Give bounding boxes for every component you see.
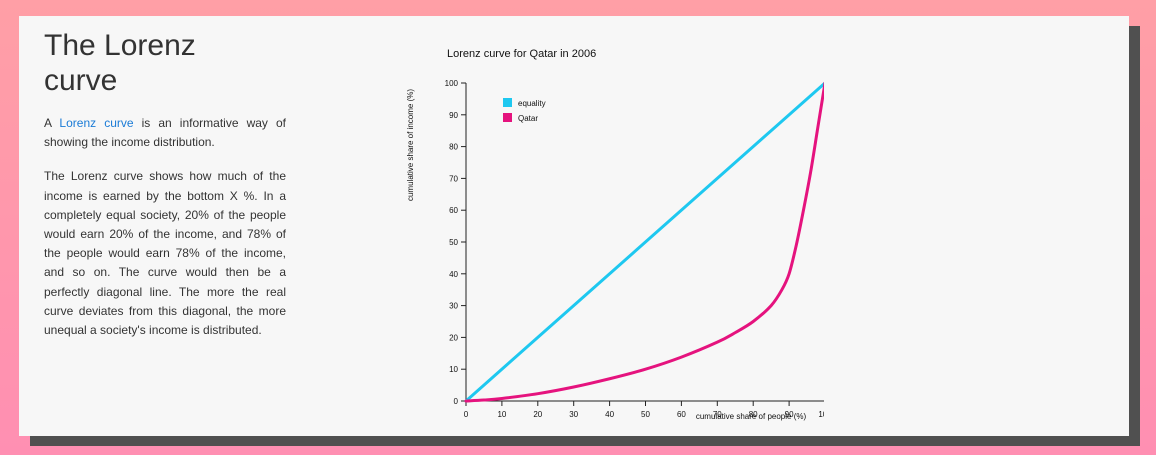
y-tick-label: 80	[449, 143, 458, 152]
y-tick-label: 60	[449, 206, 458, 215]
legend-swatch-equality	[503, 98, 512, 107]
body-paragraph: The Lorenz curve shows how much of the i…	[44, 169, 286, 338]
intro-text-end: is an informative way of showing the inc…	[44, 116, 286, 150]
chart-svg: Lorenz curve for Qatar in 2006 0 10 20 30 40…	[406, 48, 832, 421]
chart-legend: equality Qatar	[503, 98, 546, 123]
intro-paragraph: A Lorenz curve is an informative way of …	[44, 114, 286, 152]
content-card: The Lorenz curve A Lorenz curve is an in…	[19, 16, 1129, 436]
x-tick-label: 50	[641, 410, 650, 419]
y-tick-label: 50	[449, 238, 458, 247]
x-tick-label: 30	[569, 410, 578, 419]
x-tick-label: 90	[785, 410, 794, 419]
legend-label-qatar: Qatar	[518, 114, 538, 123]
x-tick-label: 70	[713, 410, 722, 419]
page-title: The Lorenz curve	[44, 29, 196, 97]
lorenz-chart: Lorenz curve for Qatar in 2006 0 10 20 30 40…	[404, 42, 832, 432]
y-tick-label: 100	[445, 79, 459, 88]
y-tick-label: 0	[454, 397, 459, 406]
lorenz-curve-link[interactable]: Lorenz curve	[59, 116, 134, 130]
y-tick-label: 20	[449, 333, 458, 342]
x-tick-label: 80	[749, 410, 758, 419]
y-axis-label: cumulative share of income (%)	[406, 89, 415, 201]
x-tick-label: 40	[605, 410, 614, 419]
x-tick-label: 0	[464, 410, 469, 419]
x-tick-label: 10	[497, 410, 506, 419]
y-tick-label: 10	[449, 365, 458, 374]
legend-label-equality: equality	[518, 99, 546, 108]
x-tick-label: 60	[677, 410, 686, 419]
chart-title: Lorenz curve for Qatar in 2006	[447, 48, 596, 60]
series-line-qatar	[464, 81, 827, 403]
y-tick-label: 30	[449, 302, 458, 311]
chart-lines	[464, 81, 827, 403]
y-tick-label: 40	[449, 270, 458, 279]
y-tick-label: 70	[449, 174, 458, 183]
text-column: The Lorenz curve A Lorenz curve is an in…	[44, 28, 286, 355]
y-tick-label: 90	[449, 111, 458, 120]
x-tick-label: 20	[533, 410, 542, 419]
legend-swatch-qatar	[503, 113, 512, 122]
intro-text-start: A	[44, 116, 60, 130]
x-tick-label: 100	[818, 410, 824, 419]
series-line-equality	[464, 81, 827, 403]
x-axis-label: cumulative share of people (%)	[696, 412, 807, 421]
